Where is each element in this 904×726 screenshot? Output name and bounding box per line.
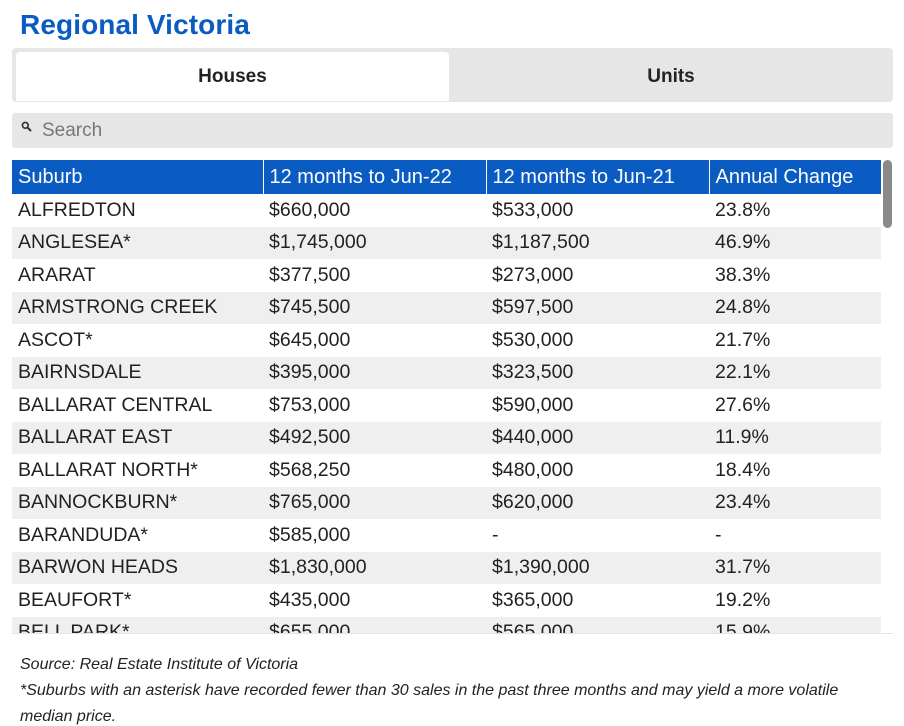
cell-jun-21: $533,000: [492, 198, 574, 221]
cell-jun-22: $753,000: [269, 393, 351, 416]
cell-annual-change: 24.8%: [709, 291, 881, 324]
cell-jun-21: $597,500: [486, 291, 709, 324]
cell-jun-21: $440,000: [486, 421, 709, 454]
cell-jun-22: $395,000: [263, 356, 486, 389]
cell-annual-change: 11.9%: [709, 421, 881, 454]
cell-annual-change: 18.4%: [715, 458, 771, 481]
cell-suburb: BALLARAT CENTRAL: [18, 393, 213, 416]
cell-annual-change: 21.7%: [715, 328, 771, 351]
cell-annual-change: 15.9%: [709, 616, 881, 633]
table-row: BARANDUDA* $585,000 - -: [12, 519, 881, 552]
cell-jun-22: $435,000: [269, 588, 351, 611]
cell-jun-21: $565,000: [486, 616, 709, 633]
cell-jun-22: $377,500: [269, 263, 351, 286]
table-row: ALFREDTON $660,000 $533,000 23.8%: [12, 194, 881, 227]
cell-jun-22: $765,000: [263, 486, 486, 519]
cell-jun-22: $492,500: [263, 421, 486, 454]
cell-annual-change: 23.8%: [715, 198, 771, 221]
cell-suburb: BARANDUDA*: [18, 523, 149, 546]
cell-suburb: BALLARAT EAST: [12, 421, 263, 454]
column-header-jun-21[interactable]: 12 months to Jun-21: [486, 160, 710, 194]
cell-jun-21: $620,000: [486, 486, 709, 519]
cell-jun-22: $1,745,000: [263, 226, 486, 259]
asterisk-footnote: *Suburbs with an asterisk have recorded …: [20, 682, 839, 725]
cell-suburb: ARMSTRONG CREEK: [12, 291, 263, 324]
table-row: ARARAT $377,500 $273,000 38.3%: [12, 259, 881, 292]
cell-jun-22: $745,500: [263, 291, 486, 324]
table-row: BEAUFORT* $435,000 $365,000 19.2%: [12, 584, 881, 617]
table-row: BELL PARK* $655,000 $565,000 15.9%: [12, 616, 881, 633]
cell-jun-22: $645,000: [269, 328, 351, 351]
cell-annual-change: -: [715, 523, 722, 546]
cell-suburb: ASCOT*: [18, 328, 93, 351]
table-row: BALLARAT EAST $492,500 $440,000 11.9%: [12, 421, 881, 454]
cell-jun-22: $585,000: [269, 523, 351, 546]
search-icon: [21, 121, 32, 132]
column-header-jun-22[interactable]: 12 months to Jun-22: [263, 160, 487, 194]
source-note: Source: Real Estate Institute of Victori…: [20, 656, 299, 673]
cell-suburb: ARARAT: [18, 263, 96, 286]
cell-annual-change: 19.2%: [715, 588, 771, 611]
cell-jun-21: $273,000: [492, 263, 574, 286]
tab-bar: Houses Units: [12, 48, 893, 102]
table-header-row: Suburb 12 months to Jun-22 12 months to …: [12, 160, 881, 194]
table-divider: [12, 633, 893, 634]
cell-annual-change: 31.7%: [709, 551, 881, 584]
table-row: BAIRNSDALE $395,000 $323,500 22.1%: [12, 356, 881, 389]
cell-jun-21: $530,000: [492, 328, 574, 351]
data-table: Suburb 12 months to Jun-22 12 months to …: [12, 160, 881, 633]
cell-annual-change: 22.1%: [709, 356, 881, 389]
scrollbar-thumb[interactable]: [883, 160, 892, 228]
table-row: BALLARAT NORTH* $568,250 $480,000 18.4%: [12, 454, 881, 487]
search-bar: [12, 113, 893, 148]
column-header-suburb[interactable]: Suburb: [12, 160, 264, 194]
table-row: ANGLESEA* $1,745,000 $1,187,500 46.9%: [12, 226, 881, 259]
scrollbar-track[interactable]: [881, 160, 893, 633]
cell-annual-change: 46.9%: [709, 226, 881, 259]
cell-jun-21: $1,187,500: [486, 226, 709, 259]
page-title: Regional Victoria: [20, 9, 250, 40]
cell-annual-change: 38.3%: [715, 263, 771, 286]
cell-suburb: BALLARAT NORTH*: [18, 458, 198, 481]
table-row: ASCOT* $645,000 $530,000 21.7%: [12, 324, 881, 357]
table-row: ARMSTRONG CREEK $745,500 $597,500 24.8%: [12, 291, 881, 324]
cell-jun-21: $480,000: [492, 458, 574, 481]
cell-jun-22: $568,250: [269, 458, 351, 481]
table-row: BALLARAT CENTRAL $753,000 $590,000 27.6%: [12, 389, 881, 422]
cell-suburb: BANNOCKBURN*: [12, 486, 263, 519]
column-header-annual-change[interactable]: Annual Change: [709, 160, 881, 194]
cell-jun-22: $655,000: [263, 616, 486, 633]
table-body: ALFREDTON $660,000 $533,000 23.8% ANGLESEA* $…: [12, 194, 881, 633]
cell-suburb: BEAUFORT*: [18, 588, 132, 611]
table-row: BARWON HEADS $1,830,000 $1,390,000 31.7%: [12, 551, 881, 584]
cell-suburb: ANGLESEA*: [12, 226, 263, 259]
cell-suburb: BAIRNSDALE: [12, 356, 263, 389]
cell-suburb: BELL PARK*: [12, 616, 263, 633]
data-table-container: Suburb 12 months to Jun-22 12 months to …: [12, 160, 881, 633]
cell-jun-21: $1,390,000: [486, 551, 709, 584]
cell-jun-21: -: [492, 523, 499, 546]
cell-jun-22: $660,000: [269, 198, 351, 221]
cell-suburb: BARWON HEADS: [12, 551, 263, 584]
tab-houses[interactable]: Houses: [16, 52, 449, 101]
cell-annual-change: 23.4%: [709, 486, 881, 519]
notes: Source: Real Estate Institute of Victori…: [20, 652, 880, 726]
cell-suburb: ALFREDTON: [18, 198, 136, 221]
cell-jun-22: $1,830,000: [263, 551, 486, 584]
table-row: BANNOCKBURN* $765,000 $620,000 23.4%: [12, 486, 881, 519]
tab-units[interactable]: Units: [647, 65, 695, 87]
cell-jun-21: $365,000: [492, 588, 574, 611]
cell-jun-21: $323,500: [486, 356, 709, 389]
cell-annual-change: 27.6%: [715, 393, 771, 416]
search-input[interactable]: [42, 113, 882, 148]
cell-jun-21: $590,000: [492, 393, 574, 416]
